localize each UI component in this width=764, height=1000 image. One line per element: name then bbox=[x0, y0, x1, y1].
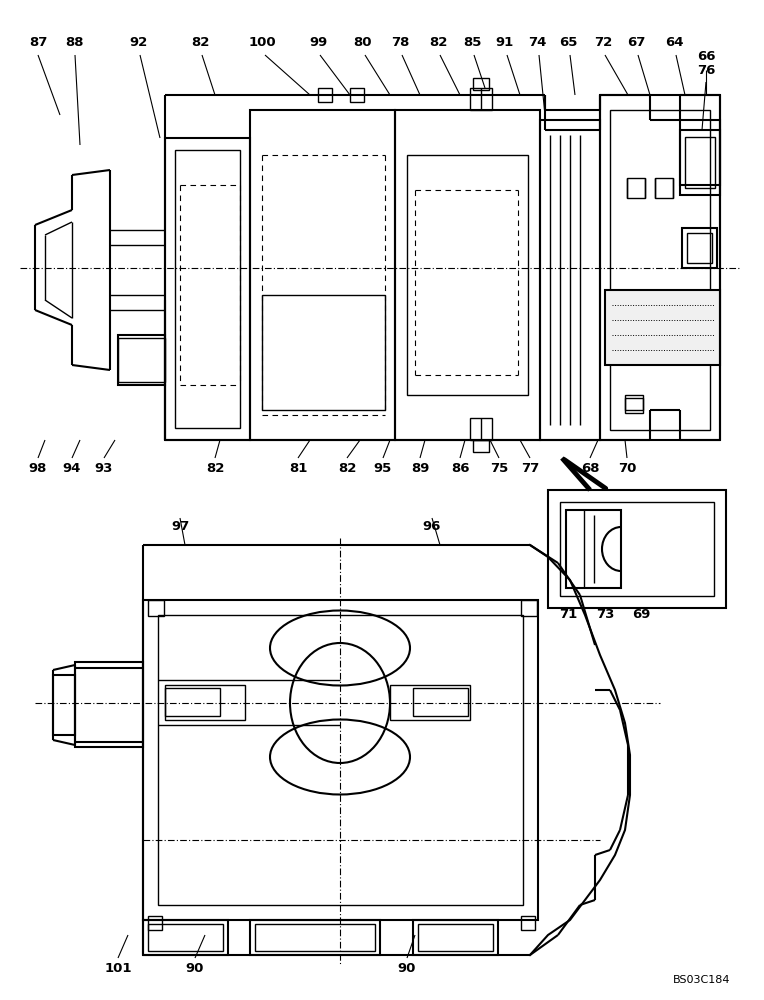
Text: 101: 101 bbox=[104, 962, 131, 974]
Text: 81: 81 bbox=[289, 462, 307, 475]
Bar bbox=[143, 600, 538, 920]
Bar bbox=[470, 418, 492, 440]
Bar bbox=[350, 88, 364, 102]
Text: 70: 70 bbox=[618, 462, 636, 475]
Bar bbox=[143, 920, 228, 955]
Bar bbox=[540, 120, 600, 440]
Text: 71: 71 bbox=[559, 608, 577, 621]
Text: 74: 74 bbox=[528, 35, 546, 48]
Bar bbox=[165, 685, 245, 720]
Text: 93: 93 bbox=[95, 462, 113, 475]
Bar bbox=[165, 138, 250, 440]
Bar bbox=[682, 228, 717, 268]
Text: BS03C184: BS03C184 bbox=[672, 975, 730, 985]
Text: 64: 64 bbox=[665, 35, 683, 48]
Bar bbox=[560, 502, 714, 596]
Bar bbox=[473, 440, 489, 452]
Bar bbox=[118, 335, 165, 385]
Text: 100: 100 bbox=[248, 35, 276, 48]
Text: 88: 88 bbox=[66, 35, 84, 48]
Bar bbox=[627, 178, 645, 198]
Bar bbox=[53, 675, 75, 735]
Text: 92: 92 bbox=[129, 35, 147, 48]
Text: 68: 68 bbox=[581, 462, 599, 475]
Bar bbox=[262, 295, 385, 410]
Text: 82: 82 bbox=[206, 462, 224, 475]
Text: 89: 89 bbox=[411, 462, 429, 475]
Bar bbox=[625, 395, 643, 413]
Bar bbox=[473, 78, 489, 90]
Text: 77: 77 bbox=[521, 462, 539, 475]
Bar bbox=[148, 600, 164, 616]
Text: 86: 86 bbox=[451, 462, 469, 475]
Text: 87: 87 bbox=[29, 35, 47, 48]
Text: 80: 80 bbox=[354, 35, 372, 48]
Text: 82: 82 bbox=[338, 462, 356, 475]
Text: 91: 91 bbox=[496, 35, 514, 48]
Text: 94: 94 bbox=[63, 462, 81, 475]
Text: 90: 90 bbox=[398, 962, 416, 974]
Bar bbox=[655, 178, 673, 198]
Bar bbox=[680, 130, 720, 195]
Text: 65: 65 bbox=[558, 35, 577, 48]
Text: 73: 73 bbox=[596, 608, 614, 621]
Text: 82: 82 bbox=[191, 35, 209, 48]
Text: 95: 95 bbox=[374, 462, 392, 475]
Bar bbox=[521, 916, 535, 930]
Text: 75: 75 bbox=[490, 462, 508, 475]
Bar bbox=[390, 685, 470, 720]
Bar bbox=[118, 338, 165, 382]
Bar bbox=[148, 924, 223, 951]
Bar bbox=[600, 95, 720, 440]
Bar bbox=[566, 510, 621, 588]
Bar bbox=[250, 920, 380, 955]
Bar bbox=[413, 688, 468, 716]
Text: 85: 85 bbox=[463, 35, 481, 48]
Bar bbox=[175, 150, 240, 428]
Text: 97: 97 bbox=[171, 520, 189, 534]
Text: 98: 98 bbox=[29, 462, 47, 475]
Text: 72: 72 bbox=[594, 35, 612, 48]
Bar bbox=[165, 688, 220, 716]
Bar bbox=[395, 110, 540, 440]
Bar bbox=[255, 924, 375, 951]
Bar bbox=[250, 110, 395, 440]
Bar bbox=[625, 398, 643, 410]
Bar bbox=[521, 600, 537, 616]
Bar bbox=[318, 88, 332, 102]
Bar bbox=[413, 920, 498, 955]
Bar bbox=[470, 88, 492, 110]
Text: 69: 69 bbox=[632, 608, 650, 621]
Text: 66: 66 bbox=[697, 50, 715, 64]
Text: 82: 82 bbox=[429, 35, 447, 48]
Bar bbox=[687, 233, 712, 263]
Bar bbox=[610, 110, 710, 430]
Bar bbox=[680, 120, 720, 185]
Bar bbox=[418, 924, 493, 951]
Text: 76: 76 bbox=[697, 64, 715, 77]
Bar bbox=[685, 137, 715, 188]
Bar bbox=[75, 662, 143, 747]
Text: 96: 96 bbox=[422, 520, 441, 534]
Text: 67: 67 bbox=[626, 35, 645, 48]
Text: 78: 78 bbox=[391, 35, 410, 48]
Text: 90: 90 bbox=[186, 962, 204, 974]
Bar bbox=[605, 290, 720, 365]
Bar bbox=[148, 916, 162, 930]
Bar bbox=[158, 615, 523, 905]
Text: 99: 99 bbox=[309, 35, 327, 48]
Bar bbox=[407, 155, 528, 395]
Bar bbox=[548, 490, 726, 608]
